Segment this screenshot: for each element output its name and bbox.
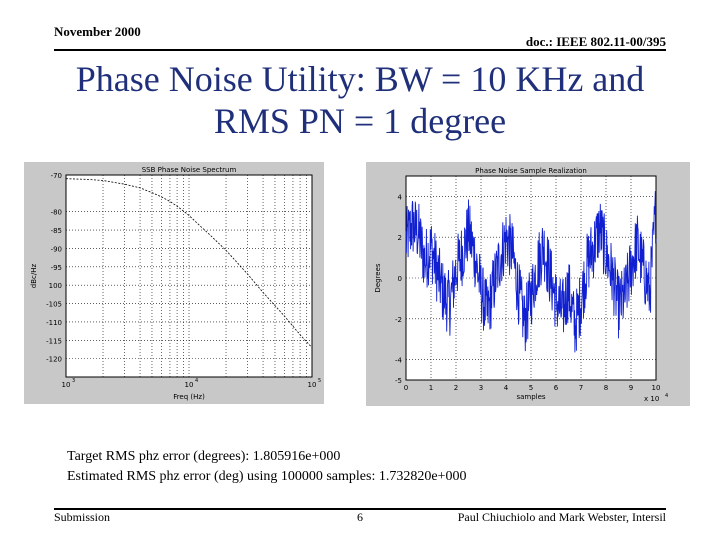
chart-title: Phase Noise Sample Realization (475, 167, 587, 175)
footer-submission: Submission (54, 510, 111, 524)
slide-title: Phase Noise Utility: BW = 10 KHz and RMS… (30, 58, 690, 142)
x-tick-exponent: 4 (195, 378, 198, 384)
header-rule (54, 49, 666, 51)
footer-rule (54, 508, 666, 510)
footer-page-number: 6 (357, 510, 363, 524)
footer-authors: Paul Chiuchiolo and Mark Webster, Inters… (457, 510, 666, 524)
x-tick-label: 1 (429, 384, 433, 392)
x-tick-label: 3 (479, 384, 483, 392)
x-tick-label: 10 (652, 384, 661, 392)
x-axis-label: samples (516, 393, 545, 401)
x-tick-label: 2 (454, 384, 458, 392)
x-tick-label: 4 (504, 384, 509, 392)
x-tick-label: 0 (404, 384, 408, 392)
y-tick-label: -4 (395, 357, 403, 365)
y-tick-label: -70 (51, 172, 62, 180)
x-tick-label: 10 (308, 381, 317, 389)
header-doc-id: doc.: IEEE 802.11-00/395 (525, 34, 666, 49)
x-tick-label: 5 (529, 384, 533, 392)
y-axis-label: Degrees (374, 263, 382, 292)
chart-title: SSB Phase Noise Spectrum (142, 166, 237, 174)
y-tick-label: -85 (51, 227, 62, 235)
caption-estimated-rms: Estimated RMS phz error (deg) using 1000… (67, 469, 467, 484)
y-tick-label: -80 (51, 209, 62, 217)
y-tick-label: 0 (398, 275, 402, 283)
y-tick-label: -2 (395, 316, 402, 324)
x-tick-label: 8 (604, 384, 608, 392)
x-tick-label: 9 (629, 384, 633, 392)
y-tick-label: -115 (46, 337, 62, 345)
y-tick-label: -105 (46, 301, 62, 309)
caption-target-rms: Target RMS phz error (degrees): 1.805916… (67, 449, 341, 464)
phase-noise-spectrum-figure: -70 -80 -85 -90 -95 100 -105 -110 -115 -120 10 3 10 4… (24, 162, 324, 404)
x-tick-label: 10 (62, 381, 71, 389)
x-tick-label: 10 (185, 381, 194, 389)
y-axis-label: dBc/Hz (30, 263, 38, 288)
x-axis-label: Freq (Hz) (173, 393, 205, 401)
spectrum-line (65, 178, 313, 348)
y-tick-label: -95 (51, 264, 62, 272)
y-tick-label: 100 (49, 282, 62, 290)
x-tick-label: 6 (554, 384, 559, 392)
phase-noise-realization-chart: 0 1 2 3 4 5 6 7 8 9 10 -4 -2 0 2 4 -5 Phase Noise Sample … (374, 167, 668, 403)
x-tick-label: 7 (579, 384, 583, 392)
y-tick-label: -5 (395, 377, 402, 385)
y-tick-label: 2 (398, 234, 402, 242)
slide-title-line1: Phase Noise Utility: BW = 10 KHz and (75, 59, 645, 99)
x-tick-exponent: 5 (318, 378, 321, 384)
y-tick-label: -90 (51, 245, 62, 253)
slide-title-line2: RMS PN = 1 degree (213, 101, 507, 141)
header-date: November 2000 (54, 24, 141, 39)
y-tick-label: -110 (46, 319, 62, 327)
x-multiplier-label: x 10 (644, 395, 659, 403)
y-tick-label: -120 (46, 356, 62, 364)
y-tick-label: 4 (398, 193, 403, 201)
x-multiplier-exponent: 4 (665, 393, 668, 399)
phase-noise-realization-figure: 0 1 2 3 4 5 6 7 8 9 10 -4 -2 0 2 4 -5 Phase Noise Sample … (366, 162, 690, 406)
realization-line (405, 191, 657, 353)
caption: Target RMS phz error (degrees): 1.805916… (67, 447, 466, 487)
x-tick-exponent: 3 (72, 378, 75, 384)
